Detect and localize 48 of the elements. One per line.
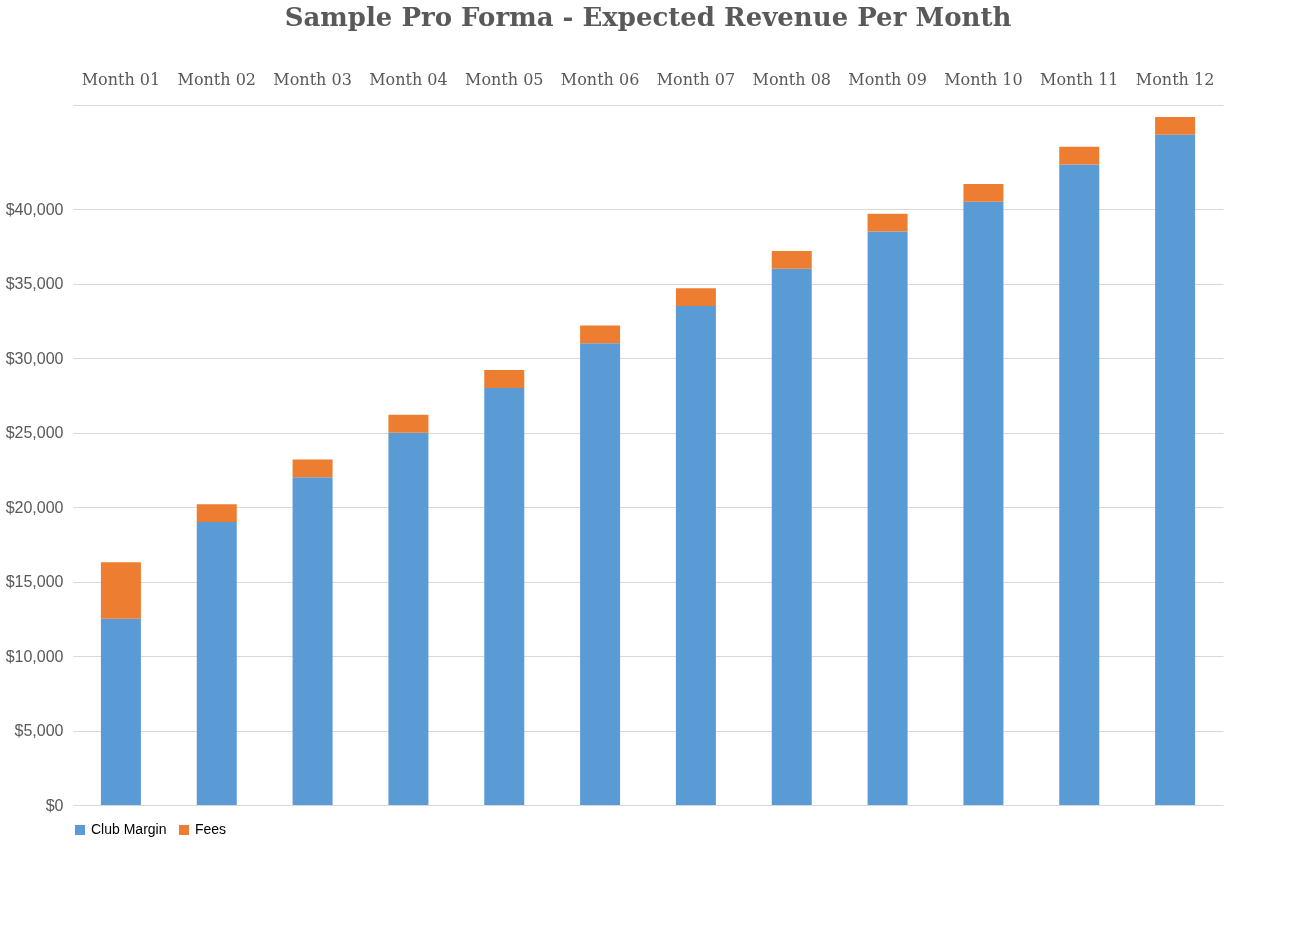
bar	[771, 268, 812, 805]
y-tick-label: $15,000	[5, 573, 64, 591]
y-tick-label: $30,000	[5, 349, 64, 367]
bar	[1155, 134, 1196, 805]
x-tick-label: Month 06	[560, 69, 640, 89]
bar	[963, 183, 1004, 202]
chart-title: Sample Pro Forma - Expected Revenue Per Month	[284, 2, 1012, 32]
bar	[771, 250, 812, 269]
x-tick-label: Month 08	[752, 69, 831, 89]
bar	[675, 306, 716, 805]
legend-label: Fees	[195, 821, 227, 837]
x-tick-label: Month 03	[273, 69, 352, 89]
bar	[100, 618, 141, 805]
x-tick-label: Month 09	[848, 69, 927, 89]
bar	[292, 459, 333, 478]
bar	[867, 213, 908, 232]
y-tick-label: $20,000	[5, 498, 64, 516]
y-tick-label: $10,000	[5, 647, 64, 665]
bar	[484, 370, 525, 388]
bar	[100, 562, 141, 619]
x-tick-label: Month 01	[81, 69, 161, 89]
x-tick-label: Month 11	[1040, 69, 1119, 89]
y-tick-label: $0	[45, 796, 64, 814]
bar	[292, 477, 333, 805]
x-tick-label: Month 05	[465, 69, 544, 89]
x-tick-label: Month 04	[369, 69, 448, 89]
bar	[1059, 164, 1100, 805]
x-tick-label: Month 07	[656, 69, 736, 89]
bar	[867, 231, 908, 805]
bar	[196, 522, 237, 805]
bar	[580, 343, 621, 805]
y-tick-label: $35,000	[5, 275, 64, 293]
bar	[1155, 116, 1196, 135]
legend-label: Club Margin	[91, 821, 167, 837]
bar	[675, 288, 716, 307]
y-tick-label: $25,000	[5, 424, 64, 442]
y-tick-label: $40,000	[5, 200, 64, 218]
x-tick-label: Month 12	[1135, 69, 1215, 89]
bar	[1059, 146, 1100, 165]
y-tick-label: $5,000	[14, 722, 64, 740]
bar	[580, 325, 621, 344]
bar	[196, 504, 237, 523]
bar	[484, 387, 525, 805]
x-tick-label: Month 02	[177, 69, 256, 89]
x-tick-label: Month 10	[944, 69, 1023, 89]
bar	[963, 201, 1004, 805]
bar	[388, 414, 429, 433]
bar	[388, 432, 429, 805]
